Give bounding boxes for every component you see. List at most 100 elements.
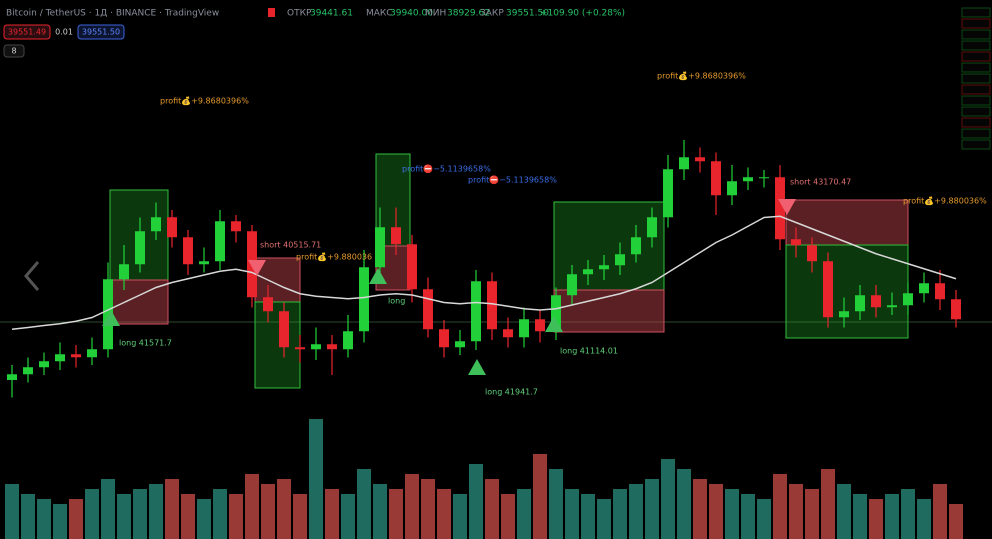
candle-body xyxy=(231,221,241,232)
volume-bar xyxy=(517,489,531,539)
candle-body xyxy=(567,274,577,296)
candle-body xyxy=(647,217,657,238)
volume-bar xyxy=(597,499,611,539)
sell-button[interactable] xyxy=(3,24,51,40)
candle-body xyxy=(743,177,753,182)
volume-bar xyxy=(581,494,595,539)
candle-body xyxy=(663,169,673,218)
symbol: Bitcoin / TetherUS · 1Д · BINANCE · Trad… xyxy=(6,9,219,19)
candle-body xyxy=(359,267,369,332)
volume-bar xyxy=(245,474,259,539)
loss-zone xyxy=(785,199,909,246)
volume-bar xyxy=(613,489,627,539)
candle-body xyxy=(775,177,785,240)
high-value: 39940.00 xyxy=(390,9,433,19)
volume-bar xyxy=(837,484,851,539)
candle-body xyxy=(327,344,337,350)
candle-body xyxy=(695,157,705,162)
side-cell xyxy=(961,106,991,117)
candle-body xyxy=(183,237,193,265)
side-cell xyxy=(961,18,991,29)
candle-body xyxy=(807,245,817,262)
volume-bar xyxy=(5,484,19,539)
candle-body xyxy=(855,295,865,312)
candle-body xyxy=(887,305,897,308)
candle-body xyxy=(535,319,545,332)
annotation: profit⛔−5.1139658% xyxy=(402,164,491,174)
annotation: short 43170.47 xyxy=(790,178,851,187)
candle-body xyxy=(583,269,593,275)
change: +109.90 (+0.28%) xyxy=(540,9,625,19)
profit-zone xyxy=(785,244,909,339)
volume-bar xyxy=(821,469,835,539)
volume-bar xyxy=(853,494,867,539)
short-signal xyxy=(248,260,266,276)
candle-body xyxy=(487,281,497,330)
volume-bar xyxy=(437,489,451,539)
volume-bar xyxy=(405,474,419,539)
side-table xyxy=(961,7,991,150)
candle-body xyxy=(407,244,417,290)
side-cell xyxy=(961,62,991,73)
side-cell xyxy=(961,7,991,18)
volume-bar xyxy=(373,484,387,539)
volume-bar xyxy=(181,494,195,539)
candle-body xyxy=(519,319,529,338)
annotation: long xyxy=(388,297,405,306)
volume-bar xyxy=(293,494,307,539)
long-signal xyxy=(369,268,387,284)
candle-body xyxy=(615,254,625,266)
candle-body xyxy=(151,217,161,232)
volume-bar xyxy=(37,499,51,539)
volume-bar xyxy=(277,479,291,539)
candle-body xyxy=(503,329,513,338)
annotation: profit⛔−5.1139658% xyxy=(468,175,557,185)
volume-bar xyxy=(469,464,483,539)
volume-bar xyxy=(677,469,691,539)
volume-bar xyxy=(725,489,739,539)
annotation: profit💰+9.8680396% xyxy=(657,71,746,81)
buy-button[interactable] xyxy=(77,24,125,40)
annotation: long 41941.7 xyxy=(485,388,538,397)
side-cell xyxy=(961,95,991,106)
candle-body xyxy=(343,331,353,350)
volume-bar xyxy=(341,494,355,539)
volume-bar xyxy=(709,484,723,539)
volume-bar xyxy=(389,489,403,539)
side-cell xyxy=(961,139,991,150)
side-cell xyxy=(961,29,991,40)
volume-bar xyxy=(933,484,947,539)
annotation: profit💰+9.8680396% xyxy=(160,96,249,106)
volume-bar xyxy=(21,494,35,539)
volume-bar xyxy=(885,494,899,539)
candle-body xyxy=(903,293,913,306)
candle-body xyxy=(103,279,113,350)
candle-body xyxy=(295,347,305,350)
volume-bar xyxy=(805,489,819,539)
open-value: 39441.61 xyxy=(310,9,353,19)
short-signal xyxy=(778,199,796,215)
volume-bar xyxy=(917,499,931,539)
volume-bar xyxy=(533,454,547,539)
volume-bar xyxy=(165,479,179,539)
high-label: МАКС xyxy=(366,9,393,19)
candle-body xyxy=(119,264,129,280)
volume-bar xyxy=(485,479,499,539)
candle-body xyxy=(39,361,49,368)
flag-icon[interactable] xyxy=(268,8,275,17)
indicators-toggle[interactable] xyxy=(3,44,25,58)
candle-body xyxy=(759,177,769,179)
volume-bar xyxy=(869,499,883,539)
back-chevron[interactable] xyxy=(24,261,40,291)
volume-bar xyxy=(629,484,643,539)
low-label: МИН xyxy=(425,9,446,19)
open-label: ОТКР xyxy=(287,9,312,19)
candle-body xyxy=(711,161,721,196)
candle-body xyxy=(311,344,321,350)
volume-bar xyxy=(645,479,659,539)
candle-body xyxy=(279,311,289,348)
volume-bar xyxy=(325,489,339,539)
volume-bar xyxy=(565,489,579,539)
